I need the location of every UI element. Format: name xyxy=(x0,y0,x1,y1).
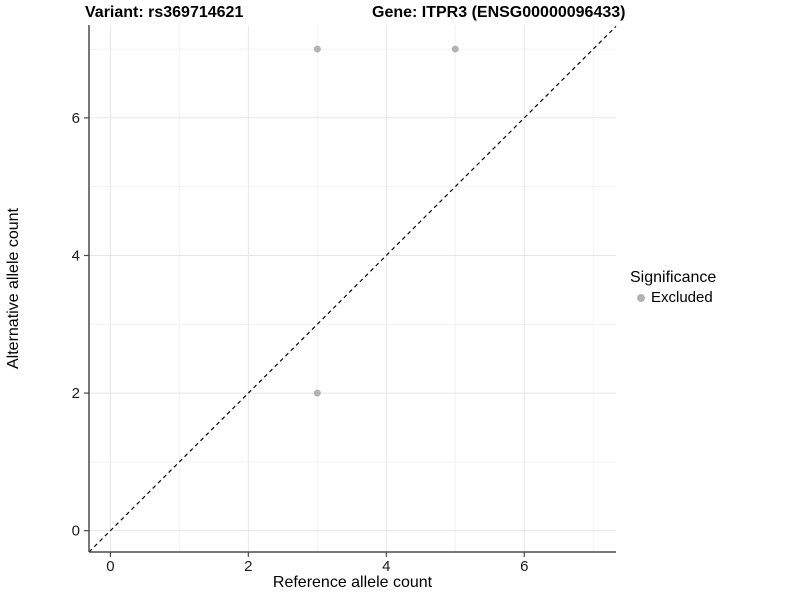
x-tick-label: 2 xyxy=(244,558,252,575)
y-axis-title: Alternative allele count xyxy=(5,208,22,369)
excluded-point-icon xyxy=(637,293,645,302)
plot-title-variant: Variant: rs369714621 xyxy=(85,4,244,21)
y-tick-label: 6 xyxy=(72,110,80,127)
plot-title-gene: Gene: ITPR3 (ENSG00000096433) xyxy=(372,4,626,21)
y-tick-label: 0 xyxy=(72,523,80,540)
y-tick-label: 2 xyxy=(72,385,80,402)
legend: Significance Excluded xyxy=(630,269,716,306)
legend-item-label: Excluded xyxy=(651,289,713,306)
x-tick-label: 6 xyxy=(520,558,528,575)
legend-title: Significance xyxy=(630,269,717,286)
x-axis-title: Reference allele count xyxy=(272,574,433,591)
y-tick-label: 4 xyxy=(72,247,80,264)
x-tick-label: 4 xyxy=(382,558,390,575)
data-point xyxy=(313,389,321,397)
data-point xyxy=(451,45,459,53)
legend-item-excluded: Excluded xyxy=(630,289,716,306)
data-point xyxy=(313,45,321,53)
x-tick-label: 0 xyxy=(106,558,114,575)
identity-line xyxy=(88,25,617,553)
